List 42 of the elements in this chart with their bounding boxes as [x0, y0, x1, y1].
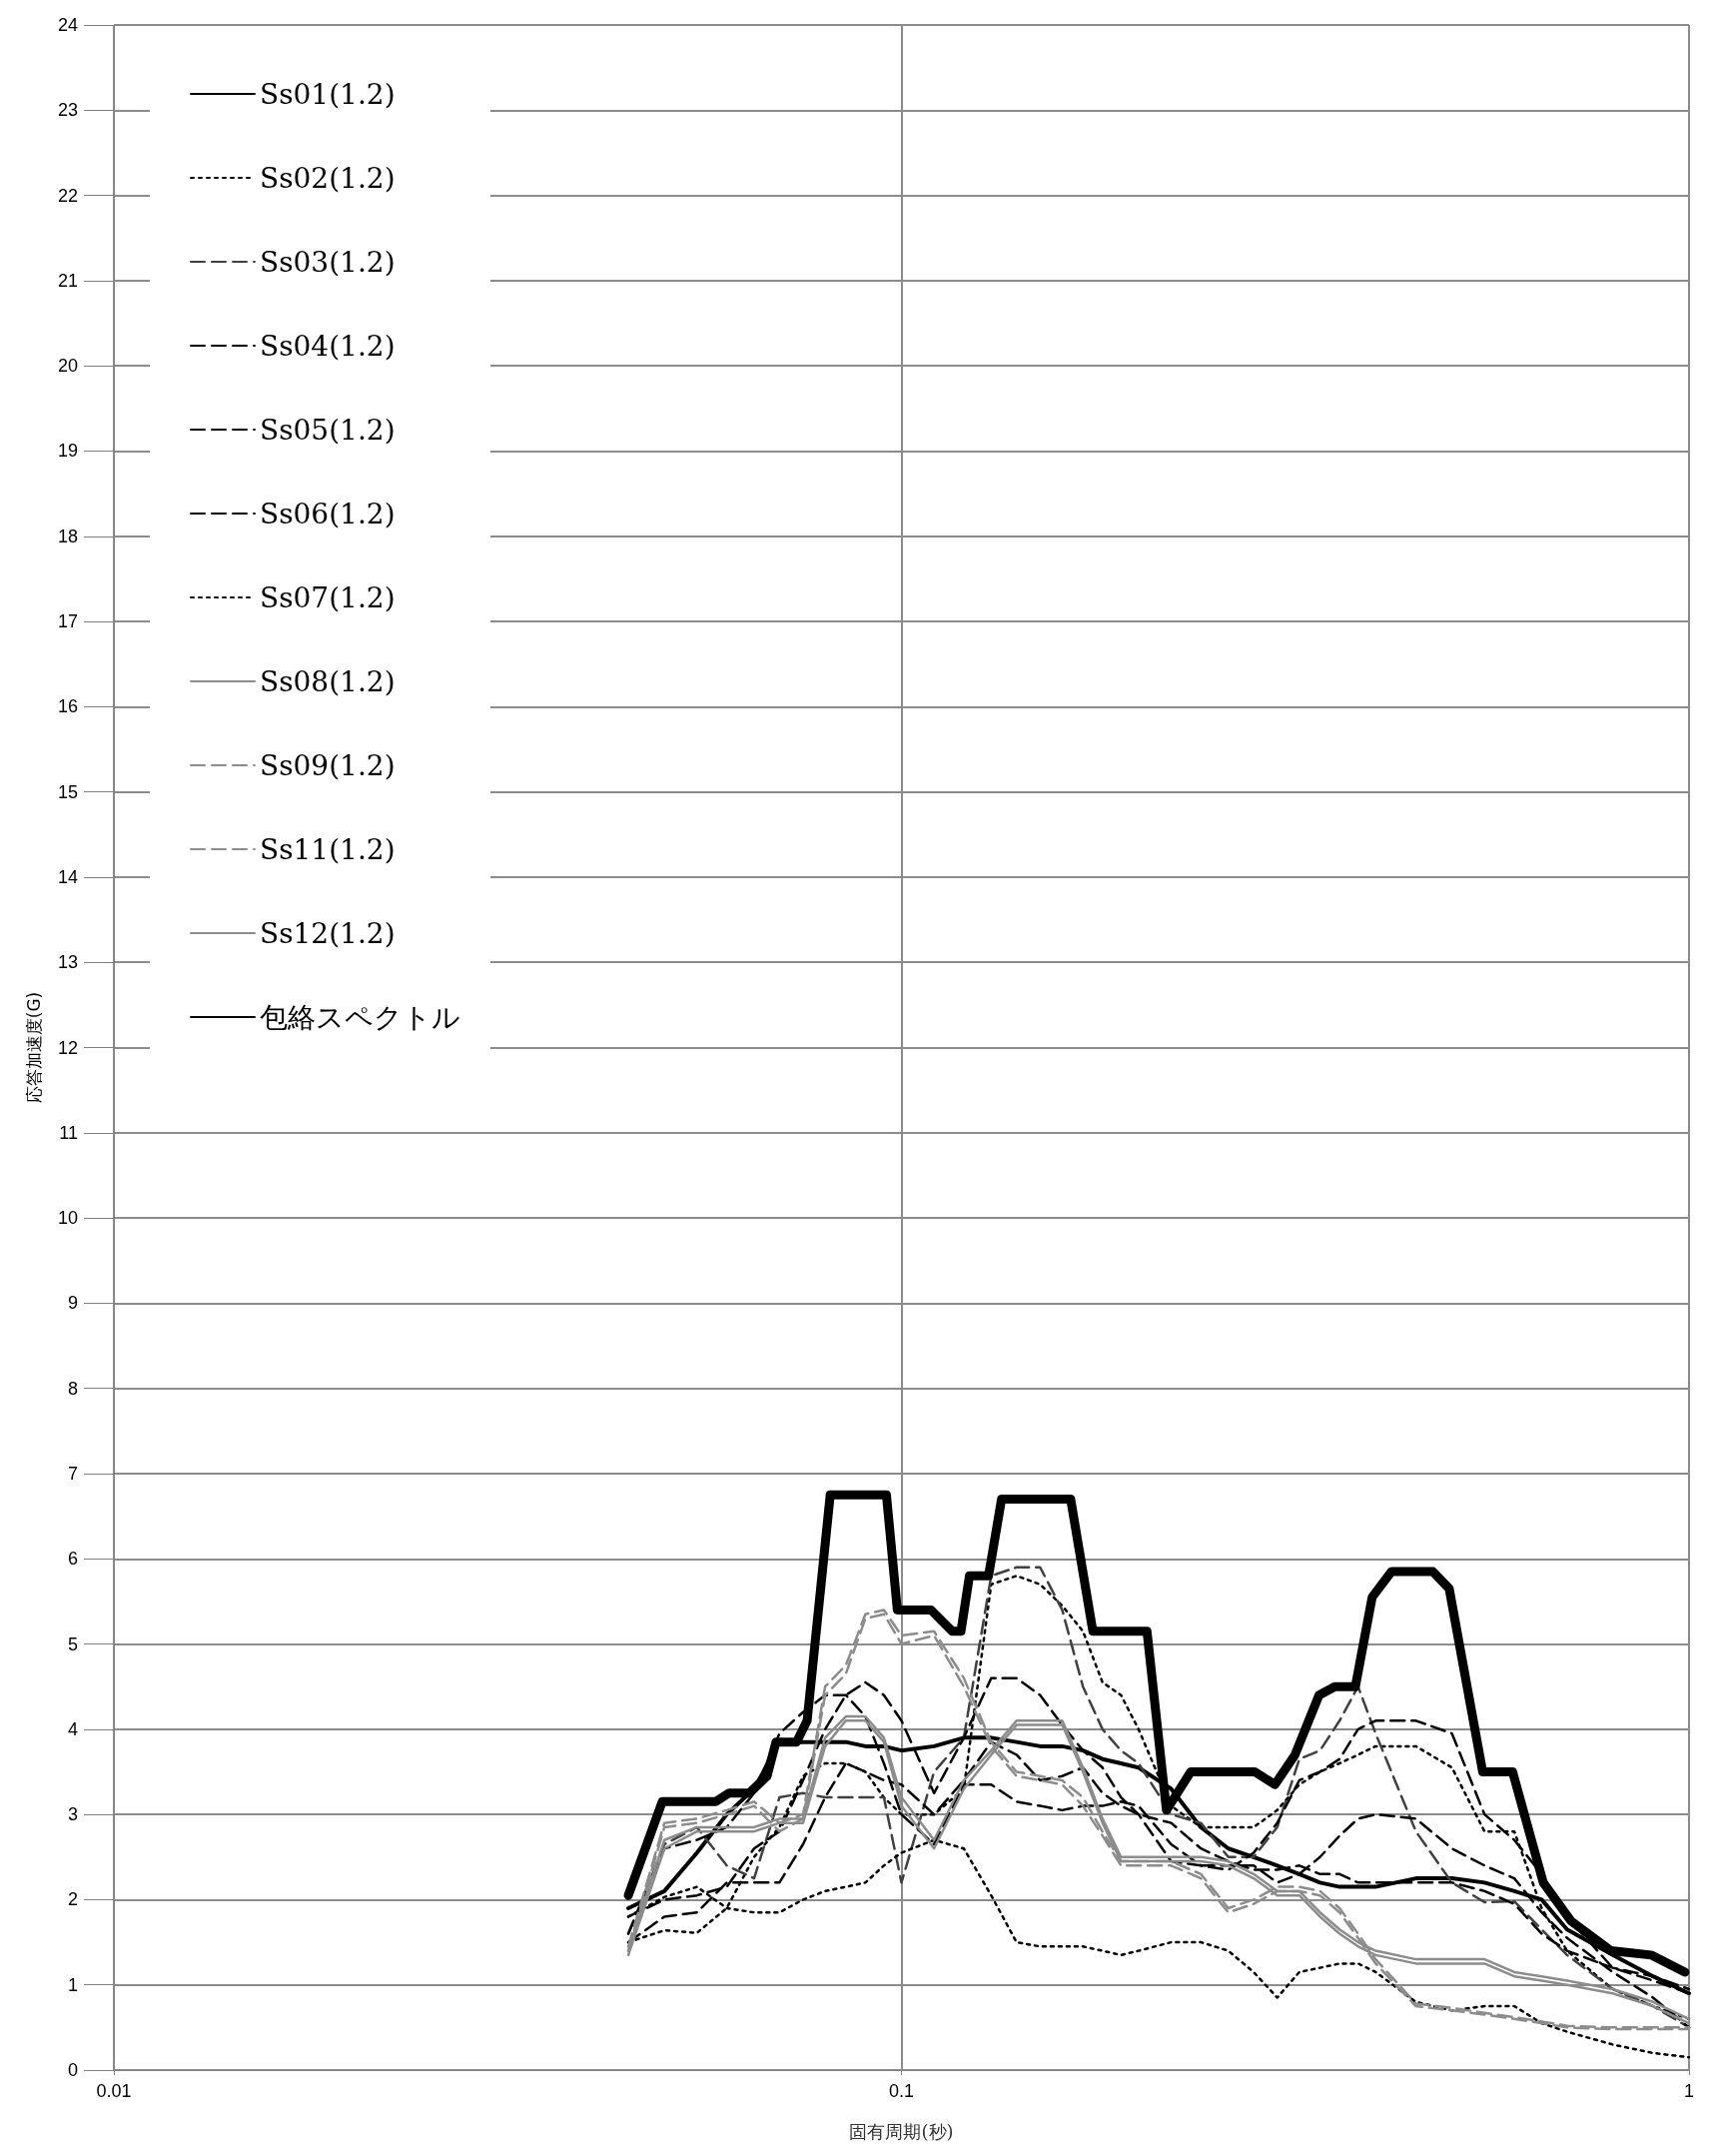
y-tick-label: 11 — [59, 1122, 78, 1143]
y-tick-label: 2 — [67, 1889, 78, 1910]
legend-label: Ss07(1.2) — [260, 580, 396, 614]
y-tick-label: 7 — [67, 1463, 78, 1484]
y-tick-label: 3 — [67, 1804, 78, 1825]
legend-label: Ss03(1.2) — [260, 245, 396, 279]
y-tick-label: 9 — [67, 1293, 78, 1314]
legend-label: Ss01(1.2) — [260, 77, 396, 111]
y-tick-label: 5 — [67, 1633, 78, 1654]
y-tick-label: 23 — [57, 100, 78, 121]
x-axis-title: 固有周期(秒) — [849, 2120, 954, 2142]
y-tick-label: 19 — [57, 441, 78, 462]
y-tick-label: 16 — [57, 696, 78, 717]
legend-label: Ss02(1.2) — [260, 161, 396, 195]
legend-label: Ss12(1.2) — [260, 916, 396, 950]
y-axis-title: 応答加速度(G) — [23, 991, 44, 1104]
y-tick-label: 22 — [57, 185, 78, 206]
y-tick-label: 21 — [57, 270, 78, 291]
y-tick-label: 20 — [57, 356, 78, 377]
y-tick-label: 18 — [57, 526, 78, 546]
x-tick-label: 0.01 — [96, 2081, 132, 2101]
x-tick-label: 1 — [1683, 2081, 1695, 2101]
y-tick-label: 8 — [67, 1378, 78, 1399]
y-tick-label: 13 — [57, 952, 78, 973]
y-tick-label: 14 — [57, 866, 78, 887]
y-tick-label: 10 — [57, 1208, 78, 1229]
legend-label: Ss08(1.2) — [260, 664, 396, 698]
y-tick-label: 12 — [57, 1037, 78, 1058]
legend-label: Ss06(1.2) — [260, 497, 396, 531]
y-tick-label: 24 — [57, 15, 78, 35]
legend-label: Ss09(1.2) — [260, 748, 396, 782]
y-tick-label: 17 — [57, 611, 78, 632]
x-tick-label: 0.1 — [888, 2081, 915, 2101]
y-tick-label: 15 — [57, 781, 78, 802]
y-tick-label: 4 — [67, 1718, 78, 1739]
y-tick-label: 1 — [67, 1974, 78, 1995]
legend-label: Ss11(1.2) — [260, 832, 396, 866]
legend-label: Ss05(1.2) — [260, 413, 396, 447]
legend-label: 包絡スペクトル — [260, 1000, 460, 1034]
y-tick-label: 0 — [67, 2060, 78, 2080]
y-tick-label: 6 — [67, 1549, 78, 1570]
legend-label: Ss04(1.2) — [260, 329, 396, 363]
